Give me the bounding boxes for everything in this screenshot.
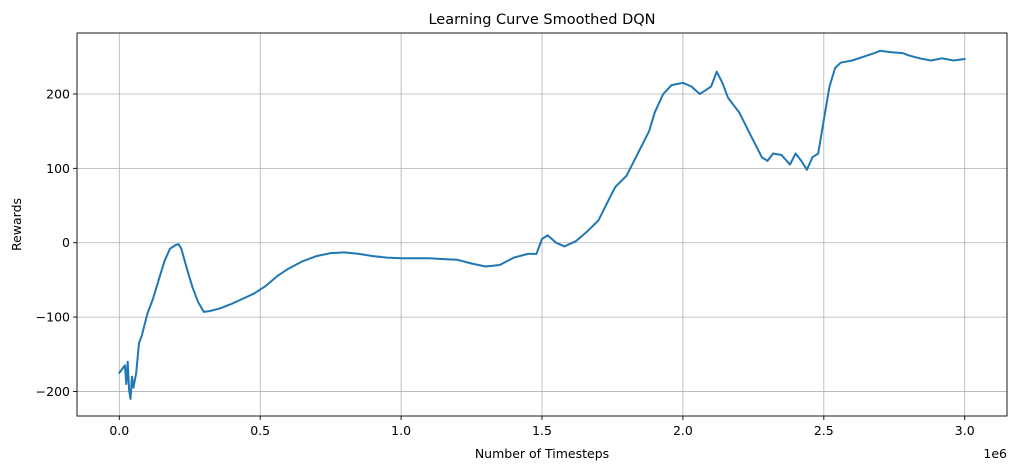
y-tick-label: 200: [46, 86, 70, 101]
x-tick-label: 1.5: [532, 423, 552, 438]
x-tick-label: 0.5: [250, 423, 270, 438]
series-layer: [118, 49, 966, 400]
y-tick-label: −200: [36, 384, 70, 399]
y-tick-label: 100: [46, 161, 70, 176]
x-tick-label: 1.0: [391, 423, 411, 438]
y-axis-title: Rewards: [9, 198, 24, 251]
y-tick-label: −100: [36, 310, 70, 325]
chart-title: Learning Curve Smoothed DQN: [428, 12, 655, 28]
y-tick-label: 0: [62, 235, 70, 250]
series-line-0: [118, 49, 966, 400]
x-tick-label: 2.5: [814, 423, 834, 438]
x-tick-label: 0.0: [109, 423, 129, 438]
x-tick-label: 3.0: [955, 423, 975, 438]
x-tick-label: 2.0: [673, 423, 693, 438]
axis-ticks: 0.0 0.5 1.0 1.5 2.0 2.5 3.0 −200 −100 0 100 200: [36, 86, 975, 438]
grid-lines: [77, 33, 1007, 416]
x-axis-offset-label: 1e6: [983, 446, 1007, 461]
x-axis-title: Number of Timesteps: [475, 446, 609, 461]
